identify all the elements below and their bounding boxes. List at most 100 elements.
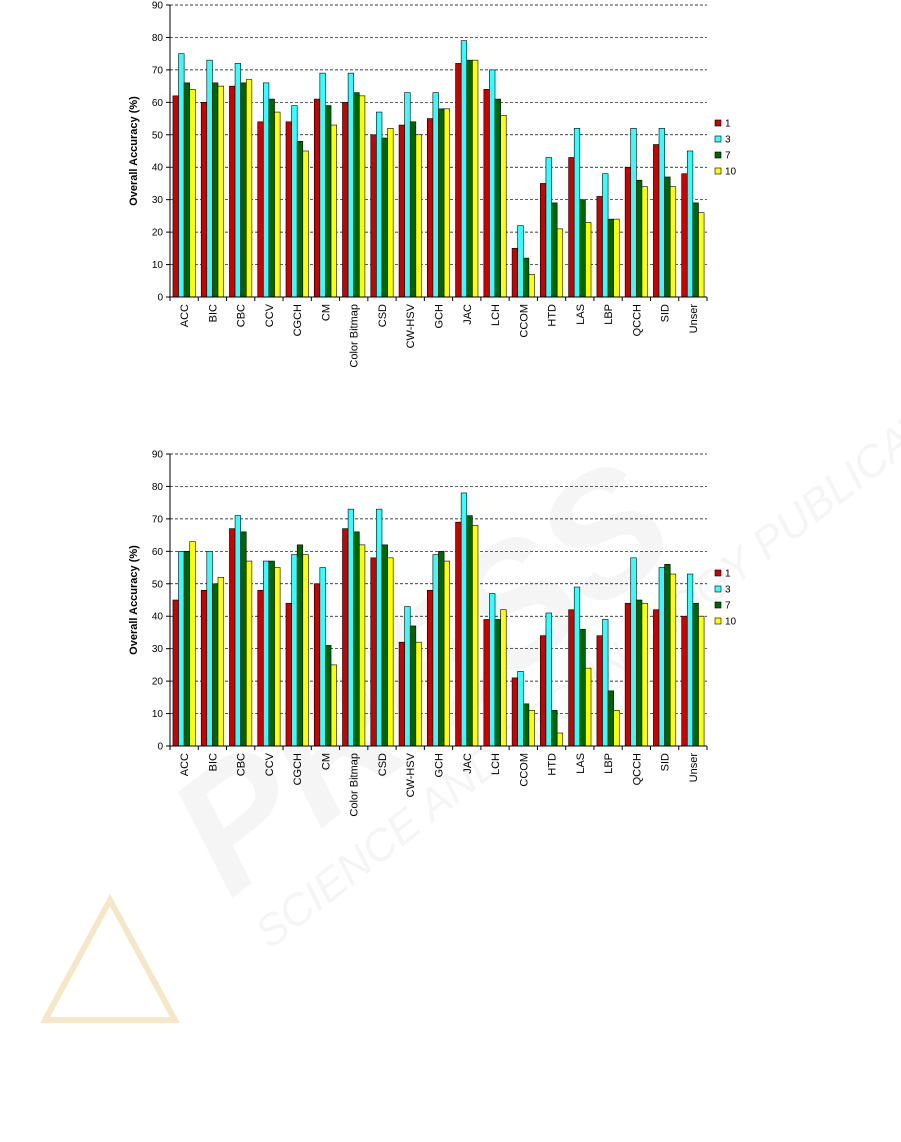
bar-las-series-7: [579, 199, 586, 298]
x-tick-label: QCCH: [631, 753, 643, 785]
legend-swatch-3: [714, 135, 722, 143]
chart-top: 0 10 20 30 40 50 60 70 80 90 ACC BIC CBC CCV CGCH CM Col…: [128, 1, 737, 368]
bar-qcch-series-1: [624, 166, 632, 298]
x-tick-label: CGCH: [292, 753, 304, 785]
x-tick-label: CCOM: [518, 304, 530, 338]
bar-lbp-series-1: [596, 196, 603, 298]
bar-cm-series-7: [325, 645, 332, 747]
legend: 1 3 7 10: [714, 569, 737, 628]
bar-cw-hsv-series-10: [415, 641, 422, 747]
watermark-logo-shape: [39, 893, 181, 1023]
y-axis-label: Overall Accuracy (%): [128, 96, 140, 206]
bar-unser-series-7: [692, 202, 699, 298]
bar-bic-series-1: [200, 589, 208, 747]
bar-bic-series-3: [206, 59, 213, 298]
y-tick-label: 0: [157, 742, 163, 753]
bar-acc-series-7: [183, 551, 191, 747]
bar-htd-series-1: [540, 183, 547, 298]
y-tick-label: 70: [152, 514, 164, 525]
bar-lch-series-3: [489, 593, 496, 747]
y-tick-label: 80: [152, 33, 164, 44]
bar-bic-series-10: [217, 85, 224, 298]
x-tick-label: CCV: [264, 752, 276, 776]
bar-cw-hsv-series-3: [404, 92, 411, 298]
bar-sid-series-3: [658, 127, 665, 298]
bar-ccom-series-3: [517, 225, 524, 298]
bar-lch-series-1: [483, 619, 490, 747]
bar-cm-series-10: [330, 664, 337, 747]
bar-ccom-series-1: [511, 248, 518, 298]
bar-jac-series-1: [455, 63, 462, 298]
bar-cgch-series-1: [285, 121, 292, 298]
bar-color-bitmap-series-3: [347, 508, 355, 747]
bar-bic-series-3: [206, 551, 213, 747]
bar-csd-series-1: [370, 134, 377, 298]
bar-ccom-series-10: [528, 710, 535, 747]
bar-ccv-series-10: [274, 111, 281, 298]
bar-cgch-series-7: [296, 140, 304, 298]
bar-jac-series-10: [472, 525, 479, 747]
x-tick-label: Color Bitmap: [349, 304, 361, 368]
bar-lch-series-10: [500, 115, 507, 298]
bar-cgch-series-1: [285, 602, 292, 747]
bar-color-bitmap-series-7: [353, 531, 360, 747]
x-tick-label: CSD: [377, 753, 389, 776]
bar-acc-series-1: [172, 95, 179, 298]
bar-csd-series-3: [376, 111, 383, 298]
bar-cbc-series-7: [240, 82, 247, 298]
y-tick-label: 10: [152, 260, 164, 271]
x-tick-label: CBC: [236, 753, 248, 776]
bar-gch-series-10: [443, 560, 451, 747]
bar-sid-series-7: [664, 176, 671, 298]
bar-jac-series-3: [460, 492, 468, 747]
y-tick-label: 50: [152, 579, 164, 590]
bar-cgch-series-10: [302, 150, 309, 298]
legend-label-1: 1: [725, 119, 731, 130]
y-tick-label: 90: [152, 450, 164, 461]
bar-csd-series-7: [381, 137, 388, 298]
bar-lch-series-10: [500, 609, 507, 747]
bar-ccv-series-3: [263, 82, 270, 298]
legend-label-7: 7: [725, 151, 731, 162]
bar-cw-hsv-series-3: [404, 606, 411, 747]
bar-sid-series-3: [658, 567, 665, 747]
bar-cbc-series-10: [245, 560, 253, 747]
legend-label-3: 3: [725, 135, 731, 146]
chart-bottom: 0 10 20 30 40 50 60 70 80 90 ACC BIC CBC CCV CGCH CM Col…: [128, 450, 737, 817]
legend-label-1: 1: [725, 569, 731, 580]
bar-cbc-series-3: [234, 515, 241, 747]
x-tick-label: LAS: [575, 304, 587, 325]
bar-cw-hsv-series-7: [409, 121, 417, 298]
bar-bic-series-7: [212, 583, 219, 747]
bar-qcch-series-3: [630, 557, 637, 747]
y-tick-label: 0: [157, 293, 163, 304]
x-tick-label: Unser: [688, 304, 700, 334]
x-tick-label: CW-HSV: [405, 303, 417, 348]
legend-swatch-1: [714, 119, 722, 127]
bar-color-bitmap-series-3: [347, 72, 355, 298]
bar-bic-series-1: [200, 102, 208, 298]
legend-label-3: 3: [725, 585, 731, 596]
legend: 1 3 7 10: [714, 119, 737, 178]
bar-lbp-series-3: [602, 173, 609, 298]
y-tick-label: 80: [152, 482, 164, 493]
legend-swatch-7: [714, 151, 722, 159]
y-tick-label: 30: [152, 644, 164, 655]
x-tick-label: Unser: [688, 753, 700, 783]
x-tick-label: CGCH: [292, 304, 304, 336]
bar-gch-series-1: [426, 589, 434, 747]
bar-lbp-series-10: [613, 218, 620, 298]
bar-csd-series-3: [376, 508, 383, 747]
bar-acc-series-3: [178, 551, 185, 747]
bar-color-bitmap-series-1: [342, 528, 349, 747]
bar-sid-series-7: [664, 564, 671, 747]
bar-cgch-series-10: [302, 554, 309, 747]
bar-lch-series-7: [494, 98, 501, 298]
x-tick-label: CCOM: [518, 753, 530, 787]
bar-ccv-series-3: [263, 560, 270, 747]
bar-ccom-series-7: [522, 257, 530, 298]
x-tick-label: ACC: [179, 304, 191, 327]
bar-jac-series-10: [472, 59, 479, 298]
bar-lbp-series-1: [596, 635, 603, 747]
